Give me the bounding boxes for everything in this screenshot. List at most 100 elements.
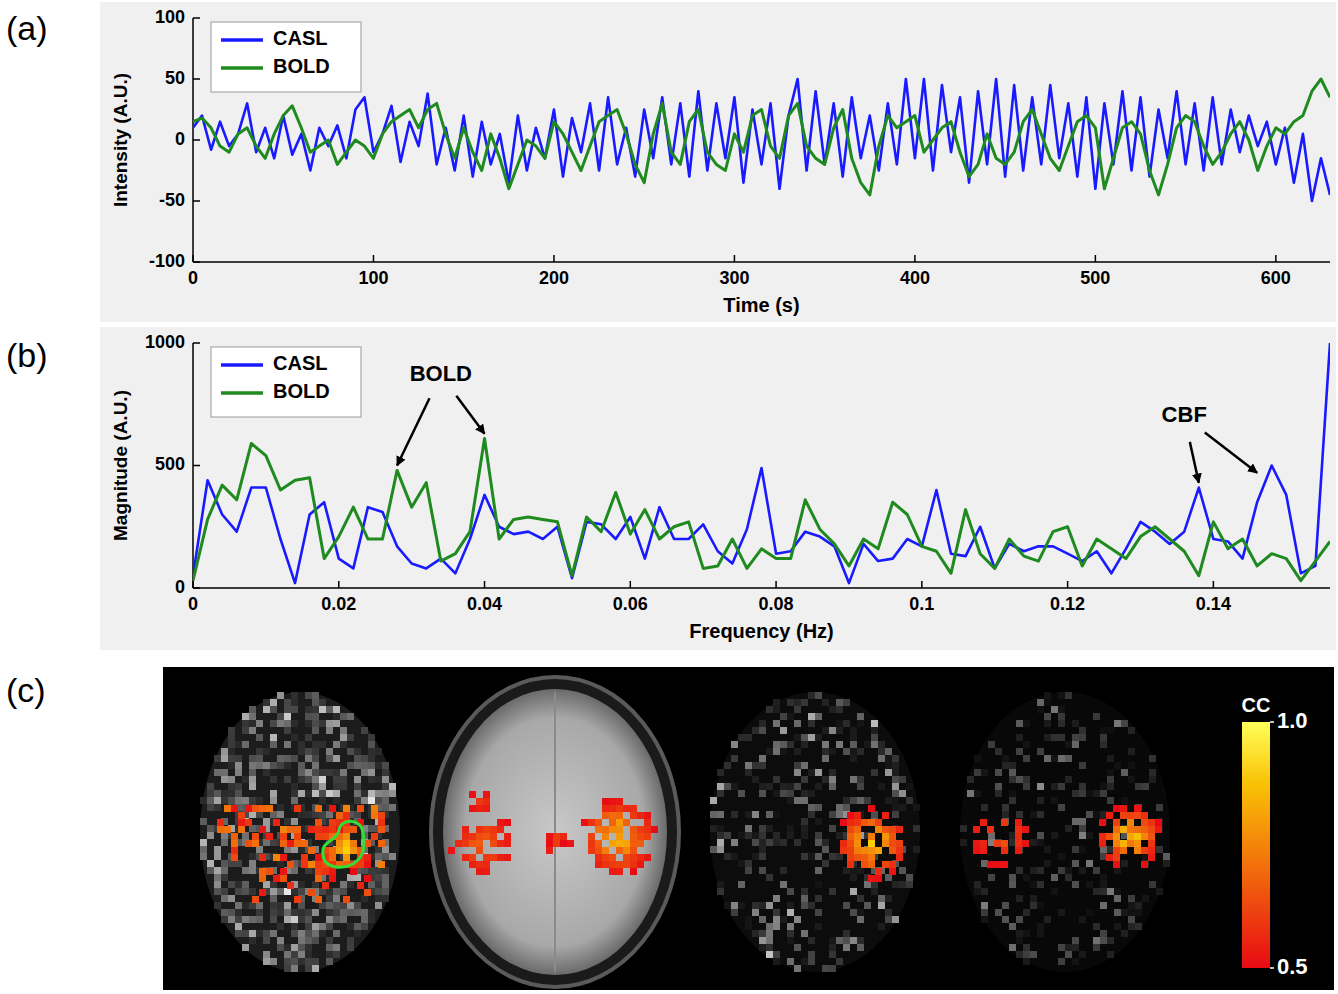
x-tick	[553, 255, 555, 262]
image-background	[163, 667, 1334, 990]
overlay-pixel	[497, 854, 504, 861]
image-pixel	[1107, 937, 1114, 944]
image-pixel	[717, 769, 724, 776]
overlay-pixel	[259, 854, 266, 861]
image-pixel	[843, 902, 850, 909]
image-pixel	[305, 790, 312, 797]
image-pixel	[263, 937, 270, 944]
image-pixel	[822, 965, 829, 972]
legend: CASLBOLD	[211, 347, 361, 417]
image-pixel	[333, 769, 340, 776]
image-pixel	[766, 825, 773, 832]
image-pixel	[284, 902, 291, 909]
image-pixel	[326, 951, 333, 958]
overlay-pixel	[882, 833, 889, 840]
image-pixel	[354, 790, 361, 797]
image-pixel	[228, 762, 235, 769]
image-pixel	[878, 755, 885, 762]
image-pixel	[801, 853, 808, 860]
series-line	[193, 79, 1330, 195]
image-pixel	[1044, 713, 1051, 720]
image-pixel	[1002, 916, 1009, 923]
image-pixel	[738, 881, 745, 888]
overlay-pixel	[1120, 847, 1127, 854]
image-pixel	[752, 727, 759, 734]
image-pixel	[305, 776, 312, 783]
y-tick	[193, 78, 200, 80]
image-pixel	[1100, 783, 1107, 790]
image-pixel	[773, 958, 780, 965]
image-pixel	[1072, 860, 1079, 867]
x-tick-label: 400	[900, 268, 930, 288]
image-pixel	[375, 797, 382, 804]
image-pixel	[843, 930, 850, 937]
overlay-pixel	[329, 819, 336, 826]
image-pixel	[1044, 916, 1051, 923]
image-pixel	[277, 888, 284, 895]
image-pixel	[1093, 923, 1100, 930]
overlay-pixel	[595, 819, 602, 826]
overlay-pixel	[588, 847, 595, 854]
image-pixel	[1037, 867, 1044, 874]
image-pixel	[242, 713, 249, 720]
image-pixel	[270, 839, 277, 846]
image-pixel	[361, 867, 368, 874]
annotation-arrow	[1190, 442, 1199, 483]
image-pixel	[766, 874, 773, 881]
image-pixel	[724, 832, 731, 839]
image-pixel	[1023, 909, 1030, 916]
image-pixel	[752, 832, 759, 839]
overlay-pixel	[609, 826, 616, 833]
image-pixel	[270, 776, 277, 783]
overlay-pixel	[553, 840, 560, 847]
image-pixel	[340, 776, 347, 783]
overlay-pixel	[469, 833, 476, 840]
image-pixel	[995, 748, 1002, 755]
image-pixel	[263, 930, 270, 937]
overlay-pixel	[343, 896, 350, 903]
x-tick	[775, 581, 777, 588]
image-pixel	[1079, 867, 1086, 874]
overlay-pixel	[896, 840, 903, 847]
image-pixel	[1135, 909, 1142, 916]
image-pixel	[1072, 720, 1079, 727]
image-pixel	[1016, 839, 1023, 846]
image-pixel	[242, 930, 249, 937]
image-pixel	[759, 846, 766, 853]
overlay-pixel	[588, 819, 595, 826]
image-pixel	[284, 741, 291, 748]
image-pixel	[981, 888, 988, 895]
image-pixel	[1016, 867, 1023, 874]
overlay-pixel	[315, 819, 322, 826]
image-pixel	[843, 804, 850, 811]
overlay-pixel	[637, 812, 644, 819]
image-pixel	[752, 902, 759, 909]
image-pixel	[284, 909, 291, 916]
midline	[554, 692, 556, 972]
overlay-pixel	[1106, 812, 1113, 819]
image-pixel	[829, 727, 836, 734]
image-pixel	[1051, 874, 1058, 881]
image-pixel	[892, 881, 899, 888]
overlay-pixel	[280, 833, 287, 840]
image-pixel	[249, 930, 256, 937]
image-pixel	[382, 888, 389, 895]
image-pixel	[319, 741, 326, 748]
overlay-pixel	[868, 861, 875, 868]
image-pixel	[843, 748, 850, 755]
overlay-pixel	[1022, 840, 1029, 847]
image-pixel	[1030, 881, 1037, 888]
image-pixel	[1030, 902, 1037, 909]
overlay-pixel	[469, 854, 476, 861]
colorbar-tick	[1270, 721, 1274, 723]
image-pixel	[214, 853, 221, 860]
image-pixel	[752, 776, 759, 783]
image-pixel	[1051, 888, 1058, 895]
image-pixel	[270, 762, 277, 769]
overlay-pixel	[847, 812, 854, 819]
image-pixel	[960, 825, 967, 832]
overlay-pixel	[350, 868, 357, 875]
overlay-pixel	[1155, 819, 1162, 826]
overlay-pixel	[1127, 840, 1134, 847]
image-pixel	[745, 769, 752, 776]
